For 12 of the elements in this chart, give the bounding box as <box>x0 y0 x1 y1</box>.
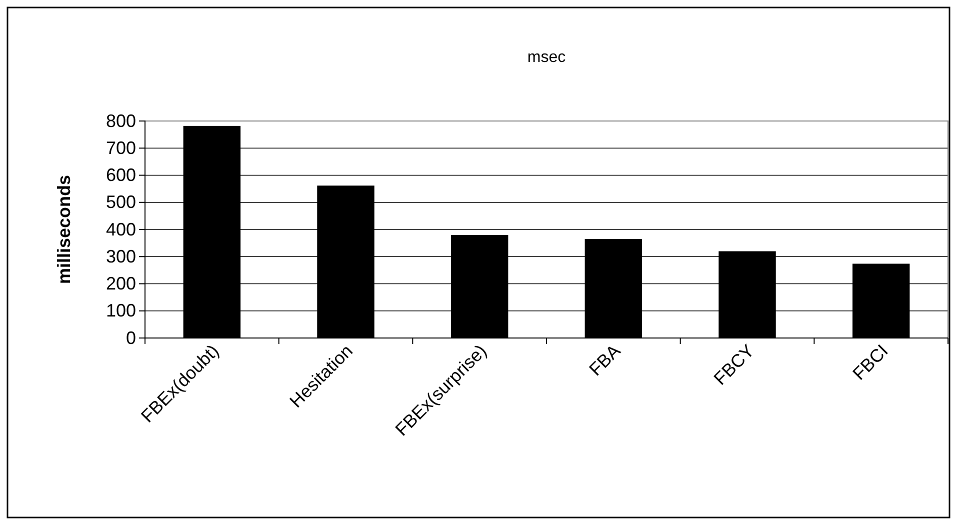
y-tick-label: 100 <box>106 300 136 321</box>
chart-title: msec <box>527 49 566 66</box>
y-tick-label: 200 <box>106 274 136 294</box>
y-tick-label: 300 <box>106 246 136 266</box>
y-tick-label: 700 <box>106 138 136 158</box>
y-tick-label: 500 <box>106 192 136 212</box>
y-tick-label: 0 <box>126 328 136 348</box>
y-axis-title: milliseconds <box>54 174 74 284</box>
y-tick-label: 400 <box>106 219 136 240</box>
x-tick-label: FBA <box>585 340 624 380</box>
y-tick-label: 600 <box>106 165 136 186</box>
y-tick-label: 800 <box>106 110 136 131</box>
